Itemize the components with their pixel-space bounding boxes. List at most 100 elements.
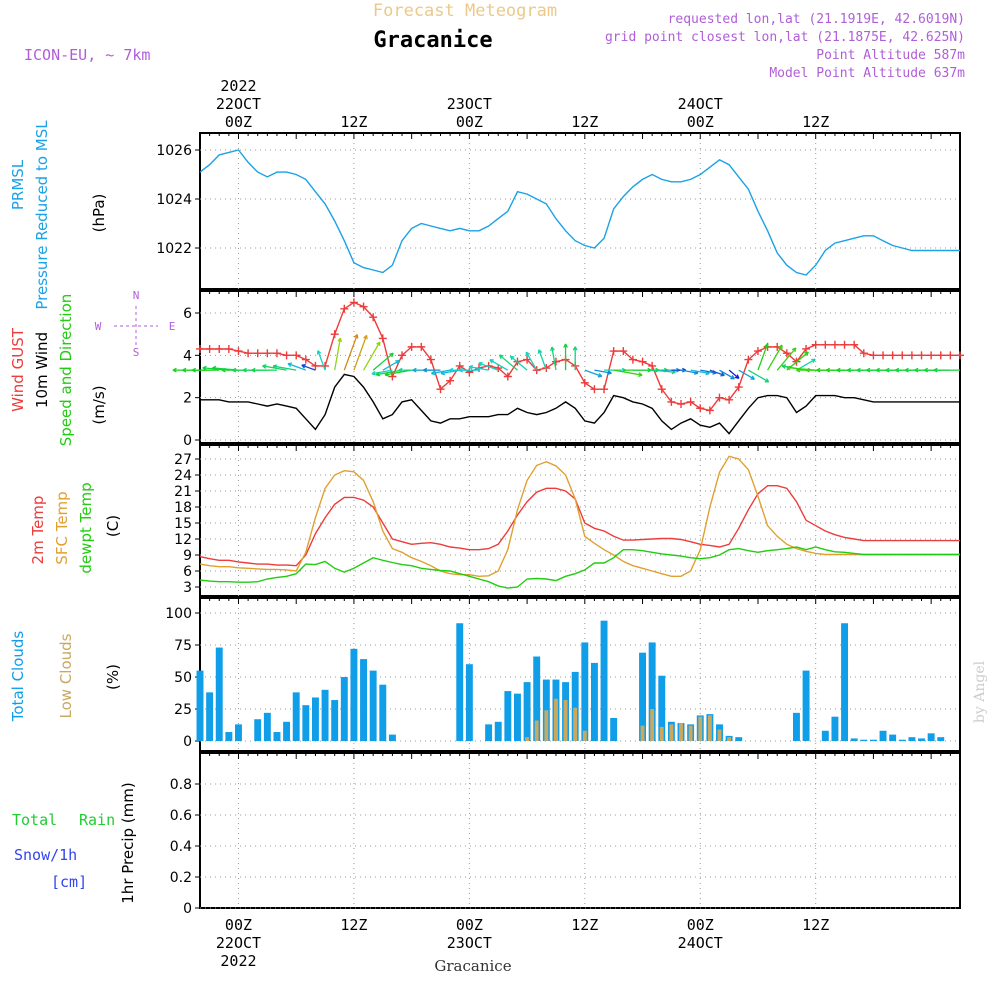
total-cloud-bar <box>283 721 291 741</box>
wind-arrow-head <box>778 344 783 350</box>
wind-arrow-head <box>384 371 389 377</box>
wind-arrow <box>748 369 770 383</box>
wind-arrow-head <box>764 378 770 383</box>
wind-arrow <box>776 347 797 371</box>
gust-marker <box>378 334 387 343</box>
total-cloud-bar <box>802 670 810 741</box>
wind-arrow-head <box>316 350 322 355</box>
wind-arrow-head <box>458 367 463 373</box>
temperature-ytick-label: 27 <box>174 452 192 468</box>
low-cloud-bar <box>640 725 645 741</box>
gust-marker <box>600 385 609 394</box>
wind-arrow <box>709 369 725 377</box>
wind-arrow-head <box>563 343 568 348</box>
rain-legend-rain: Rain <box>79 811 115 829</box>
clouds-ytick-label: 25 <box>174 702 192 718</box>
total-cloud-bar <box>321 689 329 741</box>
wind-arrow-head <box>212 365 217 371</box>
clouds-ylabel-total: Total Clouds <box>9 631 27 723</box>
gust-marker <box>224 344 233 353</box>
temperature-ytick-label: 9 <box>183 548 192 564</box>
wind-arrow <box>510 355 528 371</box>
wind-arrow <box>728 369 740 379</box>
total-cloud-bar <box>658 675 666 741</box>
gust-marker <box>888 351 897 360</box>
wind-arrow-head <box>440 370 446 376</box>
total-cloud-bar <box>821 730 829 741</box>
gust-marker <box>311 361 320 370</box>
wind-ytick-label: 2 <box>183 391 192 407</box>
wind-arrow-head <box>431 370 436 376</box>
time-axis-label: 24OCT <box>678 95 723 113</box>
time-axis-label: 12Z <box>802 916 829 934</box>
low-cloud-bar <box>563 700 568 741</box>
wind-arrow-head <box>412 367 417 373</box>
pressure-unit: (hPa) <box>90 194 108 233</box>
pressure-frame <box>199 132 961 290</box>
low-cloud-bar <box>554 698 558 741</box>
precip-labels: Total Rain Snow/1h [cm] 1hr Precip (mm) <box>12 782 137 903</box>
wind-arrow-head <box>764 343 769 348</box>
total-cloud-bar <box>369 670 377 741</box>
gust-marker <box>580 378 589 387</box>
time-axis-label: 2022 <box>220 77 256 95</box>
total-cloud-bar <box>639 652 646 741</box>
wind-arrow-head <box>398 367 403 373</box>
wind-arrow-head <box>172 367 177 373</box>
wind-arrow-head <box>638 372 643 377</box>
pressure-ytick-label: 1022 <box>156 241 192 257</box>
total-cloud-bar <box>350 648 358 741</box>
wind-arrow <box>372 352 394 371</box>
gust-marker <box>282 351 291 360</box>
snow-unit: [cm] <box>51 873 87 891</box>
wind-arrow-head <box>875 367 880 373</box>
low-cloud-bar <box>544 710 549 741</box>
total-cloud-bar <box>206 692 214 741</box>
low-cloud-bar <box>707 715 712 741</box>
wind-arrow-head <box>786 365 791 371</box>
wind-arrow-head <box>287 362 293 368</box>
gust-marker <box>946 351 955 360</box>
wind-arrow <box>499 354 518 371</box>
gust-marker <box>292 351 301 360</box>
time-axis-label: 12Z <box>571 113 598 131</box>
wind-arrow-head <box>489 359 494 364</box>
wind-ylabel-dir: Speed and Direction <box>57 294 75 447</box>
grid-point: grid point closest lon,lat (21.1875E, 42… <box>605 30 965 45</box>
low-cloud-bar <box>659 726 664 741</box>
wind-arrow-head <box>805 367 810 373</box>
gust-marker <box>859 349 868 358</box>
wind-arrow-head <box>933 367 938 373</box>
gust-marker <box>503 372 512 381</box>
precip-unit: 1hr Precip (mm) <box>119 782 137 903</box>
low-cloud-bar <box>534 720 539 741</box>
low-cloud-bar <box>525 737 530 741</box>
total-cloud-bar <box>879 730 887 741</box>
wind-arrow-head <box>423 367 428 373</box>
precip-ytick-label: 0.6 <box>170 808 192 824</box>
total-cloud-bar <box>908 737 916 741</box>
total-cloud-bar <box>215 647 223 741</box>
gust-marker <box>436 385 445 394</box>
gust-marker <box>619 347 628 356</box>
prmsl-line <box>199 149 960 276</box>
total-cloud-bar <box>841 623 849 741</box>
gust-marker <box>686 397 695 406</box>
pressure-panel: 1022 1024 1026 <box>156 132 961 290</box>
temperature-ytick-label: 3 <box>183 580 192 596</box>
wind-arrow-head <box>885 367 890 373</box>
product-title: Forecast Meteogram <box>373 1 557 21</box>
wind-arrow-head <box>895 367 900 373</box>
gust-marker <box>802 344 811 353</box>
wind-arrow <box>334 338 341 371</box>
wind-arrow-head <box>232 367 237 373</box>
gust-marker <box>330 330 339 339</box>
total-cloud-bar <box>360 659 368 741</box>
wind-arrow-head <box>825 367 831 373</box>
wind-arrow-head <box>242 367 247 373</box>
gust-marker <box>725 395 734 404</box>
total-cloud-bar <box>850 738 858 741</box>
gust-marker <box>340 304 349 313</box>
total-cloud-bar <box>792 712 800 741</box>
wind-labels: Wind GUST 10m Wind Speed and Direction (… <box>9 289 175 446</box>
